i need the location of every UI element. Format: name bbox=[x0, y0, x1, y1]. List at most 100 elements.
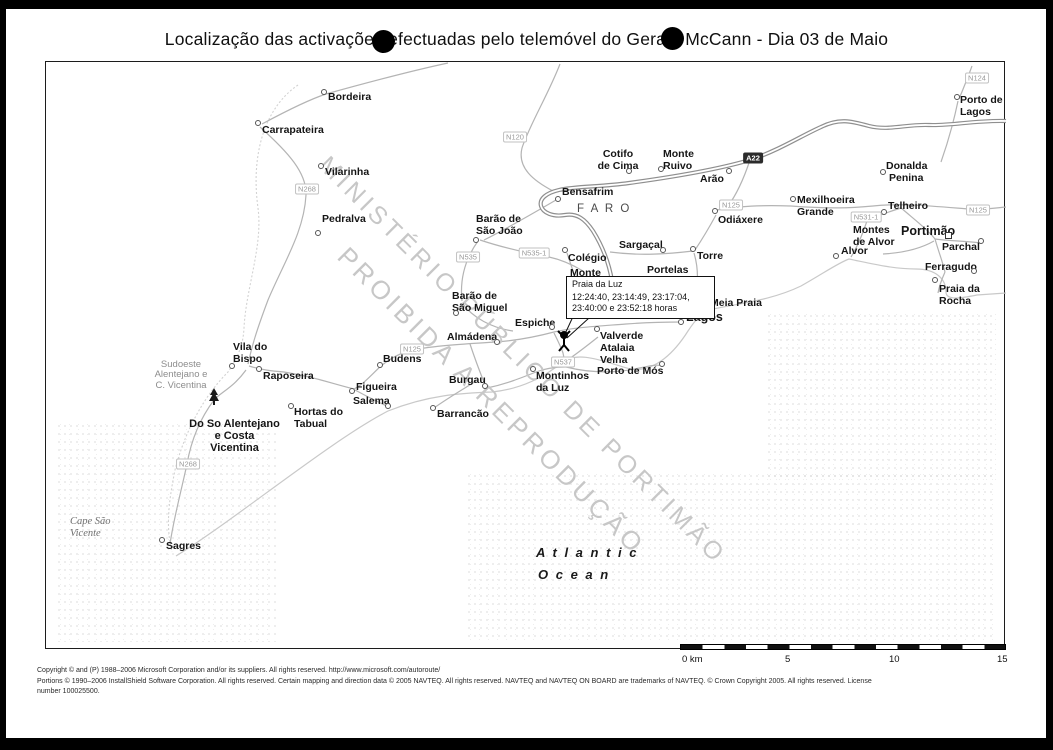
place-dot-marker bbox=[954, 94, 960, 100]
scale-label-15: 15 bbox=[997, 654, 1008, 665]
scan-border-left bbox=[0, 0, 6, 750]
place-label: A t l a n t i c bbox=[536, 545, 639, 560]
scan-noise bbox=[466, 472, 996, 642]
place-dot-marker bbox=[530, 366, 536, 372]
place-label: Porto de Lagos bbox=[960, 94, 1003, 118]
road-number-label: N125 bbox=[966, 204, 990, 216]
place-dot-marker bbox=[482, 383, 488, 389]
motorway-shield-label: A22 bbox=[743, 152, 763, 164]
scan-border-top bbox=[0, 0, 1053, 9]
road-number-label: N535-1 bbox=[518, 247, 550, 259]
place-label: Sudoeste Alentejano e C. Vicentina bbox=[154, 359, 208, 391]
place-dot-marker bbox=[626, 168, 632, 174]
place-label: Burgau bbox=[449, 374, 486, 386]
place-dot-marker bbox=[494, 339, 500, 345]
phone-activation-callout: Praia da Luz 12:24:40, 23:14:49, 23:17:0… bbox=[566, 276, 715, 320]
road-number-label: N268 bbox=[295, 183, 319, 195]
scale-label-10: 10 bbox=[889, 654, 900, 665]
place-label: Alvor bbox=[841, 245, 868, 257]
coastline-south bbox=[175, 258, 1007, 557]
road-number-label: N125 bbox=[719, 199, 743, 211]
place-label: Portimão bbox=[901, 224, 956, 238]
place-label: Barão de São João bbox=[476, 213, 523, 237]
place-dot-marker bbox=[678, 319, 684, 325]
place-label: O c e a n bbox=[538, 567, 611, 582]
place-label: Vilarinha bbox=[325, 166, 370, 178]
place-dot-marker bbox=[229, 363, 235, 369]
place-dot-marker bbox=[377, 362, 383, 368]
place-square-marker bbox=[945, 232, 952, 239]
place-label: Valverde bbox=[600, 330, 644, 342]
copyright-notice: Copyright © and (P) 1988–2006 Microsoft … bbox=[37, 666, 1017, 698]
place-label: Almádena bbox=[447, 331, 498, 343]
place-dot-marker bbox=[690, 246, 696, 252]
place-label: Budens bbox=[383, 353, 422, 365]
scanned-page: Localização das activações efectuadas pe… bbox=[6, 9, 1046, 738]
place-label: Cotifo de Cima bbox=[597, 148, 639, 172]
place-label: F A R O bbox=[577, 203, 632, 215]
copyright-line-3: number 100025500. bbox=[37, 688, 100, 695]
place-dot-marker bbox=[256, 366, 262, 372]
page-title: Localização das activações efectuadas pe… bbox=[164, 29, 889, 49]
place-label: Raposeira bbox=[263, 370, 314, 382]
scan-noise bbox=[56, 422, 276, 642]
place-label: Arão bbox=[700, 173, 724, 185]
place-label: Vila do Bispo bbox=[233, 341, 268, 365]
place-label: Odiáxere bbox=[718, 214, 763, 226]
copyright-line-1: Copyright © and (P) 1988–2006 Microsoft … bbox=[37, 667, 441, 674]
place-label: Cape São Vicente bbox=[70, 516, 111, 539]
place-label: Montinhos da Luz bbox=[536, 370, 590, 394]
place-dot-marker bbox=[790, 196, 796, 202]
copyright-line-2: Portions © 1990–2006 InstallShield Softw… bbox=[37, 677, 872, 685]
scan-border-right bbox=[1046, 0, 1053, 750]
place-label: Sagres bbox=[166, 540, 202, 552]
place-dot-marker bbox=[453, 310, 459, 316]
scale-bar bbox=[680, 644, 1006, 650]
place-label: Bensafrim bbox=[562, 186, 614, 198]
place-label: Portelas bbox=[647, 264, 689, 276]
scan-border-bottom bbox=[0, 738, 1053, 750]
place-label: Sargaçal bbox=[619, 239, 663, 251]
road-number-label: N531-1 bbox=[850, 211, 882, 223]
place-label: Donalda bbox=[886, 160, 928, 172]
place-label: Barão de São Miguel bbox=[452, 290, 508, 314]
place-label: Penina bbox=[889, 172, 924, 184]
road-number-label: N125 bbox=[400, 343, 424, 355]
place-label: Carrapateira bbox=[262, 124, 324, 136]
place-dot-marker bbox=[549, 324, 555, 330]
phone-mast-icon bbox=[557, 330, 571, 352]
place-dot-marker bbox=[726, 168, 732, 174]
place-label: Torre bbox=[697, 250, 724, 262]
road-number-label: N268 bbox=[176, 458, 200, 470]
place-dot-marker bbox=[660, 247, 666, 253]
place-dot-marker bbox=[473, 237, 479, 243]
place-dot-marker bbox=[321, 89, 327, 95]
place-label: Do So Alentejano e Costa Vicentina bbox=[189, 418, 280, 455]
place-label: Figueira bbox=[356, 381, 397, 393]
place-label: Parchal bbox=[942, 241, 980, 253]
place-dot-marker bbox=[315, 230, 321, 236]
tree-icon bbox=[209, 388, 219, 405]
place-dot-marker bbox=[932, 277, 938, 283]
road-number-label: N120 bbox=[503, 131, 527, 143]
scale-label-5: 5 bbox=[785, 654, 791, 665]
place-label: Telheiro bbox=[888, 200, 929, 212]
place-label: Porto de Mós bbox=[597, 365, 664, 377]
place-label: Ferragudo bbox=[925, 261, 977, 273]
redaction-dot bbox=[661, 27, 684, 50]
place-label: Meia Praia bbox=[710, 297, 762, 309]
callout-title: Praia da Luz bbox=[572, 279, 623, 289]
place-label: Colégio bbox=[568, 252, 607, 264]
place-dot-marker bbox=[349, 388, 355, 394]
place-dot-marker bbox=[594, 326, 600, 332]
place-dot-marker bbox=[712, 208, 718, 214]
place-label: Mexilhoeira Grande bbox=[797, 194, 855, 218]
road-number-label: N537 bbox=[551, 356, 575, 368]
coastline-west bbox=[167, 84, 299, 553]
place-dot-marker bbox=[562, 247, 568, 253]
redaction-dot bbox=[372, 30, 395, 53]
place-label: Bordeira bbox=[328, 91, 372, 103]
motorway-a22-core bbox=[539, 120, 1007, 318]
place-label: Salema bbox=[353, 395, 390, 407]
